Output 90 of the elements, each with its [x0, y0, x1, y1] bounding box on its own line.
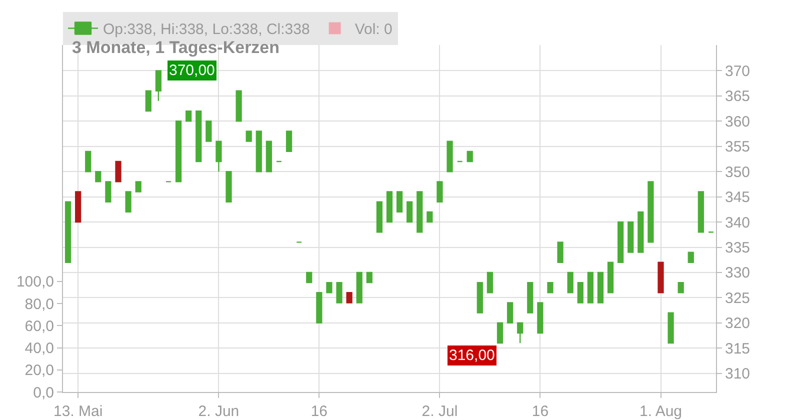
- candlestick: [658, 262, 664, 294]
- candlestick: [346, 292, 352, 304]
- candlestick: [246, 130, 252, 142]
- candlestick: [587, 272, 594, 304]
- candlestick: [416, 191, 423, 233]
- y-tick-label: 335: [725, 240, 750, 256]
- candlestick: [75, 191, 82, 223]
- candlestick: [216, 140, 222, 172]
- legend-label: Op:338, Hi:338, Lo:338, Cl:338: [103, 21, 310, 38]
- candlestick: [476, 282, 483, 314]
- candlestick: [366, 272, 372, 284]
- candlestick: [486, 272, 494, 294]
- candlestick: [386, 191, 393, 223]
- y-tick-label: 345: [725, 189, 750, 206]
- y2-tick-label: 40,0: [24, 340, 54, 358]
- candlestick: [155, 70, 162, 102]
- y-tick-label: 370: [725, 62, 750, 80]
- candlestick: [376, 201, 383, 233]
- candlestick: [628, 221, 634, 253]
- candlestick: [436, 181, 443, 202]
- candlestick: [517, 322, 524, 344]
- y-tick-label: 310: [725, 366, 750, 383]
- candlestick: [618, 221, 624, 263]
- y2-tick-label: 20,0: [24, 362, 54, 380]
- y2-tick-label: 0,0: [33, 384, 54, 402]
- candlestick: [537, 302, 544, 334]
- candlestick: [406, 201, 413, 223]
- candlestick: [496, 322, 504, 344]
- candlestick: [125, 191, 132, 213]
- candlestick: [145, 90, 152, 112]
- candlestick: [286, 130, 292, 152]
- candlestick: [135, 181, 142, 192]
- candlestick: [446, 140, 453, 172]
- candlestick: [105, 181, 112, 202]
- candlestick: [527, 282, 534, 314]
- y2-tick-label: 100,0: [16, 274, 54, 291]
- y-tick-label: 360: [725, 113, 750, 130]
- annotation: 316,00: [449, 347, 495, 364]
- y-tick-label: 365: [725, 88, 750, 106]
- candlestick: [396, 191, 403, 213]
- y-tick-label: 330: [725, 264, 750, 282]
- candlestick: [678, 282, 684, 294]
- candlestick: [316, 292, 322, 324]
- candlestick: [688, 252, 694, 263]
- candlestick: [698, 191, 704, 233]
- candlestick: [547, 282, 554, 294]
- chart-title: 3 Monate, 1 Tages-Kerzen: [72, 38, 280, 57]
- candlestick: [336, 282, 342, 304]
- y2-tick-label: 80,0: [24, 296, 54, 313]
- candlestick: [186, 110, 192, 122]
- candlestick: [567, 272, 574, 294]
- candlestick: [85, 150, 92, 172]
- y-tick-label: 340: [725, 214, 750, 232]
- candlestick: [597, 272, 604, 304]
- candlestick: [266, 140, 272, 172]
- candlestick: [256, 130, 262, 172]
- candlestick: [326, 282, 332, 294]
- y-tick-label: 350: [725, 164, 750, 181]
- candlestick: [64, 201, 72, 263]
- annotation: 370,00: [169, 62, 215, 79]
- candlestick: [306, 272, 312, 284]
- candlestick: [648, 181, 654, 243]
- x-tick-label: 2. Jun: [198, 403, 240, 420]
- candlestick: [95, 170, 102, 182]
- candlestick: [226, 170, 232, 202]
- x-tick-label: 16: [310, 403, 328, 420]
- y-tick-label: 320: [725, 315, 750, 332]
- candlestick: [668, 312, 674, 344]
- candlestick: [236, 90, 242, 122]
- legend-label: Vol: 0: [354, 21, 392, 38]
- x-tick-label: 13. Mai: [53, 403, 103, 420]
- candlestick: [557, 242, 564, 263]
- candlestick: [175, 120, 182, 182]
- candlestick: [426, 211, 433, 223]
- candlestick: [356, 272, 362, 304]
- y-tick-label: 355: [725, 138, 750, 156]
- x-tick-label: 2. Jul: [422, 403, 458, 420]
- candlestick: [206, 120, 212, 142]
- x-tick-label: 1. Aug: [639, 403, 682, 420]
- candlestick: [607, 262, 614, 294]
- candlestick: [196, 110, 202, 162]
- y-tick-label: 315: [725, 340, 750, 358]
- y-tick-label: 325: [725, 290, 750, 307]
- candlestick: [638, 211, 644, 253]
- x-tick-label: 16: [532, 403, 549, 420]
- candlestick: [506, 302, 514, 324]
- candlestick: [577, 282, 584, 304]
- candlestick: [115, 160, 122, 182]
- y2-tick-label: 60,0: [24, 318, 54, 335]
- candlestick: [466, 150, 473, 162]
